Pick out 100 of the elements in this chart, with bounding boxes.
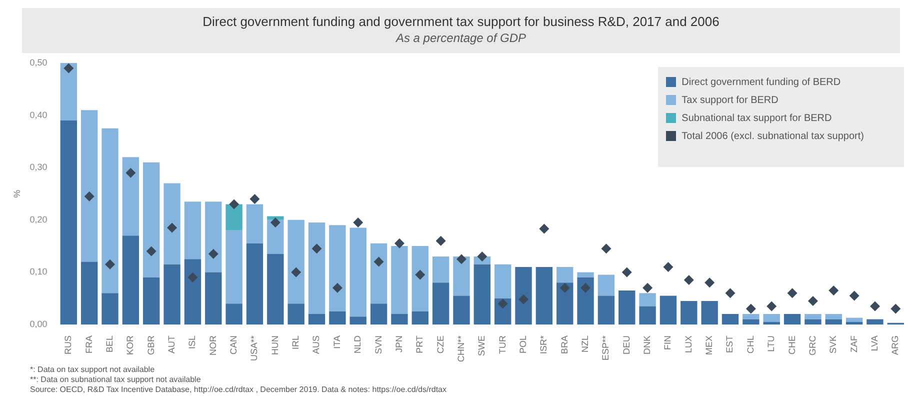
x-tick-label: ISL	[187, 335, 198, 350]
x-tick-label: USA**	[249, 335, 260, 362]
bar	[267, 220, 284, 254]
bar	[577, 277, 594, 324]
bar	[80, 262, 98, 324]
bar	[164, 183, 180, 264]
point	[374, 256, 384, 267]
x-tick-label: LVA	[869, 335, 880, 352]
point	[250, 194, 260, 204]
point	[849, 290, 860, 301]
point	[890, 304, 901, 314]
bar	[164, 264, 180, 324]
x-tick-label: PRT	[414, 335, 425, 354]
point	[746, 304, 756, 314]
bar	[846, 318, 863, 322]
bar	[184, 202, 202, 260]
x-tick-label: SVK	[828, 335, 838, 354]
x-tick-label: FIN	[662, 335, 673, 350]
y-axis-title: %	[12, 190, 22, 198]
bar	[825, 319, 842, 324]
bar	[226, 204, 242, 230]
x-tick-label: TUR	[497, 335, 508, 354]
text: *: Data on tax support not available	[30, 365, 156, 375]
x-tick-label: GBR	[146, 335, 156, 356]
x-tick-label: DNK	[642, 335, 652, 355]
x-tick-label: ESP**	[600, 335, 611, 361]
bar	[618, 290, 636, 324]
legend-label: Total 2006 (excl. subnational tax support)	[682, 130, 864, 142]
point	[394, 238, 404, 248]
point	[208, 248, 218, 259]
point	[353, 218, 364, 228]
x-tick-label: ISR*	[538, 335, 549, 354]
bar	[102, 128, 118, 294]
x-tick-label: ZAF	[848, 334, 859, 352]
bar	[804, 314, 822, 320]
point	[870, 301, 880, 312]
bar	[288, 304, 304, 324]
point	[229, 199, 240, 210]
bar	[246, 243, 264, 324]
bar	[226, 230, 242, 304]
point	[270, 218, 280, 228]
x-tick-label: CHL	[745, 335, 756, 354]
x-tick-label: ARG	[890, 335, 900, 356]
bar	[639, 293, 656, 306]
bar	[866, 319, 884, 324]
point	[622, 267, 632, 278]
point	[146, 246, 156, 256]
bar	[308, 222, 326, 314]
y-tick-label: 0,10	[30, 266, 48, 277]
x-tick-label: SWE	[476, 335, 487, 356]
y-tick-label: 0,30	[30, 162, 48, 172]
x-tick-label: FRA	[84, 335, 94, 354]
point	[312, 244, 322, 254]
bar	[205, 272, 222, 324]
x-tick-label: LTU	[766, 335, 776, 352]
point	[518, 294, 529, 304]
bar	[267, 254, 284, 324]
point	[704, 278, 715, 288]
y-tick-label: 0,00	[30, 318, 48, 329]
bar	[370, 304, 388, 324]
bar	[763, 314, 780, 322]
bar	[536, 266, 553, 324]
bar	[784, 314, 801, 324]
x-tick-label: DEU	[621, 335, 632, 355]
x-tick-label: POL	[518, 335, 528, 354]
bar	[432, 282, 450, 324]
x-tick-label: CAN	[228, 335, 239, 355]
x-tick-label: NLD	[352, 335, 363, 354]
x-tick-label: CHE	[786, 335, 797, 355]
x-tick-label: JPN	[394, 335, 404, 353]
bar	[205, 202, 222, 272]
x-tick-label: NZL	[580, 335, 590, 353]
x-tick-label: KOR	[125, 335, 136, 356]
bar	[370, 243, 388, 304]
point	[436, 236, 446, 246]
bar	[556, 266, 574, 283]
point	[539, 224, 550, 234]
point	[580, 282, 591, 293]
point	[291, 267, 302, 278]
x-tick-label: HUN	[270, 335, 280, 355]
point	[64, 63, 74, 74]
legend-label: Direct government funding of BERD	[682, 76, 841, 88]
y-tick-label: 0,40	[30, 110, 48, 120]
bar	[143, 162, 160, 278]
point	[560, 282, 570, 293]
bar	[102, 293, 118, 324]
bar	[80, 110, 98, 262]
x-tick-label: CZE	[435, 335, 446, 354]
x-tick-label: NOR	[208, 334, 218, 356]
point	[766, 301, 777, 312]
x-tick-label: EST	[724, 335, 735, 354]
bar	[639, 306, 656, 324]
point	[332, 282, 342, 293]
bar	[598, 296, 615, 324]
bar	[432, 256, 450, 283]
point	[725, 288, 736, 298]
bar	[60, 63, 77, 121]
bar	[515, 266, 532, 324]
bar	[122, 157, 140, 236]
bar	[722, 314, 739, 324]
